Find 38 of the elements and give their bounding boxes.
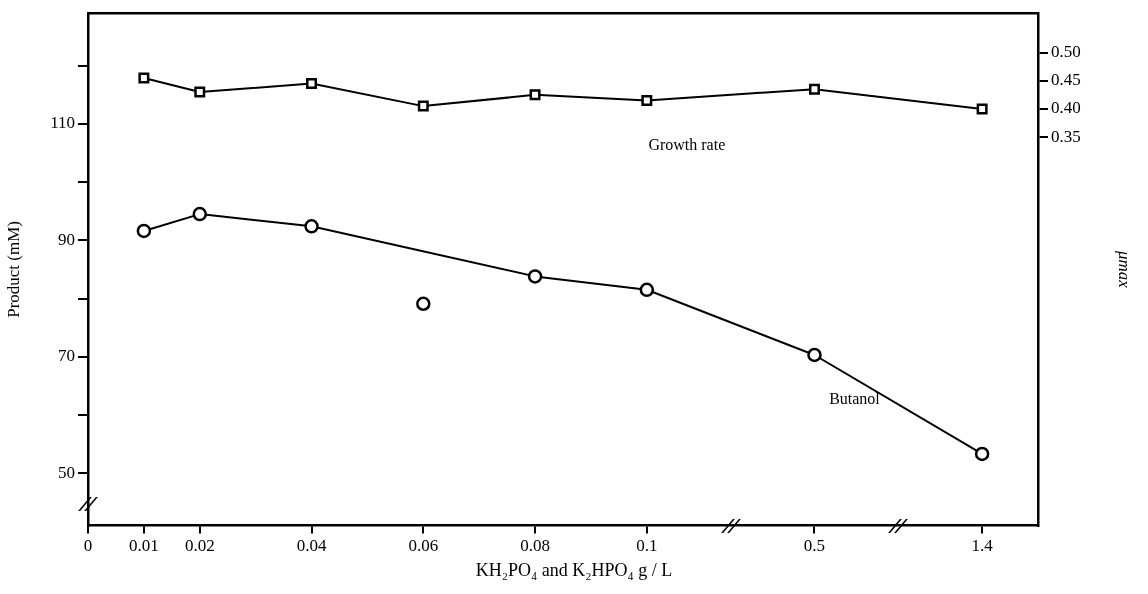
y-tick-label: 110 [50, 113, 75, 133]
x-tick-label: 0.02 [184, 536, 215, 556]
y2-axis-title: μmax [1115, 249, 1135, 289]
y-tick-label: 50 [58, 462, 75, 482]
x-tick-label: 0 [83, 536, 93, 556]
y-tick-label: 90 [58, 229, 75, 249]
x-tick-label: 0.08 [520, 536, 550, 556]
x-tick-label: 0.1 [636, 536, 658, 556]
y2-tick-label: 0.35 [1051, 126, 1081, 146]
x-tick-label: 0.06 [408, 536, 439, 556]
y2-tick-label: 0.40 [1051, 98, 1081, 118]
x-tick-label: 0.04 [296, 536, 327, 556]
point [808, 83, 820, 95]
point [639, 282, 655, 298]
y2-tick-label: 0.50 [1051, 42, 1081, 62]
y2-tick-label: 0.45 [1051, 70, 1081, 90]
point [304, 219, 319, 234]
point [527, 269, 543, 284]
point [136, 223, 152, 239]
point [807, 347, 822, 363]
x-tick-label: 1.4 [971, 536, 994, 556]
y-axis-title: Product (mM) [3, 221, 23, 318]
x-tick-label: 0.5 [803, 536, 826, 556]
point [976, 103, 988, 115]
point [192, 206, 208, 222]
point [194, 86, 206, 98]
point [416, 296, 431, 311]
series-label: Growth rate [648, 135, 726, 153]
x-axis-title: KH₂PO₄ and K₂HPO₄ g / L [474, 560, 674, 581]
point [974, 446, 990, 462]
series-label: Butanol [829, 390, 881, 408]
point [306, 78, 318, 90]
point [641, 94, 653, 106]
point [529, 89, 541, 101]
point [138, 72, 150, 84]
x-tick-label: 0.01 [129, 536, 159, 556]
y-tick-label: 70 [58, 346, 75, 366]
point [417, 100, 429, 112]
